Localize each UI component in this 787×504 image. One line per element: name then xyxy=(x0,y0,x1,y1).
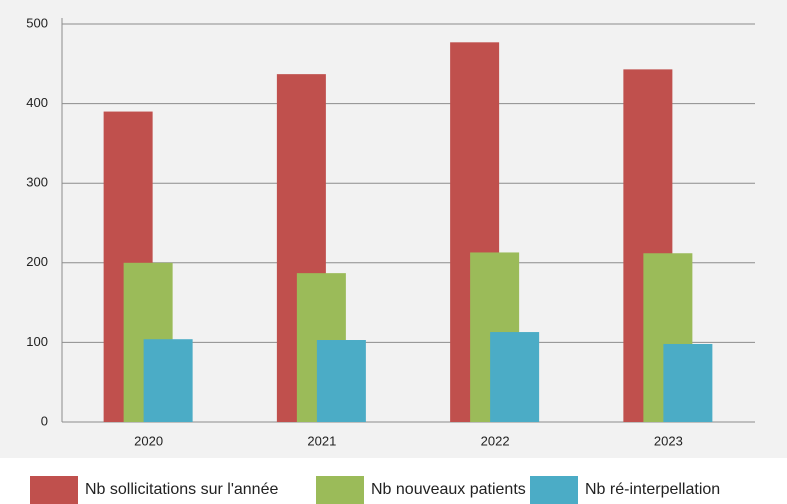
y-tick-label: 0 xyxy=(41,413,48,428)
x-tick-label: 2021 xyxy=(307,433,336,448)
bar xyxy=(316,340,366,422)
legend-label: Nb ré-interpellation xyxy=(585,481,720,498)
legend-swatch xyxy=(30,476,78,504)
legend-label: Nb sollicitations sur l'année xyxy=(85,481,278,498)
y-tick-label: 500 xyxy=(26,15,48,30)
bar xyxy=(143,339,193,422)
y-tick-label: 300 xyxy=(26,175,48,190)
y-tick-label: 400 xyxy=(26,95,48,110)
x-tick-label: 2023 xyxy=(654,433,683,448)
legend-swatch xyxy=(530,476,578,504)
y-tick-label: 100 xyxy=(26,334,48,349)
x-tick-label: 2020 xyxy=(134,433,163,448)
bar xyxy=(490,332,540,422)
legend-label: Nb nouveaux patients xyxy=(371,481,526,498)
legend-swatch xyxy=(316,476,364,504)
y-tick-label: 200 xyxy=(26,254,48,269)
bar xyxy=(663,343,713,422)
x-tick-label: 2022 xyxy=(481,433,510,448)
